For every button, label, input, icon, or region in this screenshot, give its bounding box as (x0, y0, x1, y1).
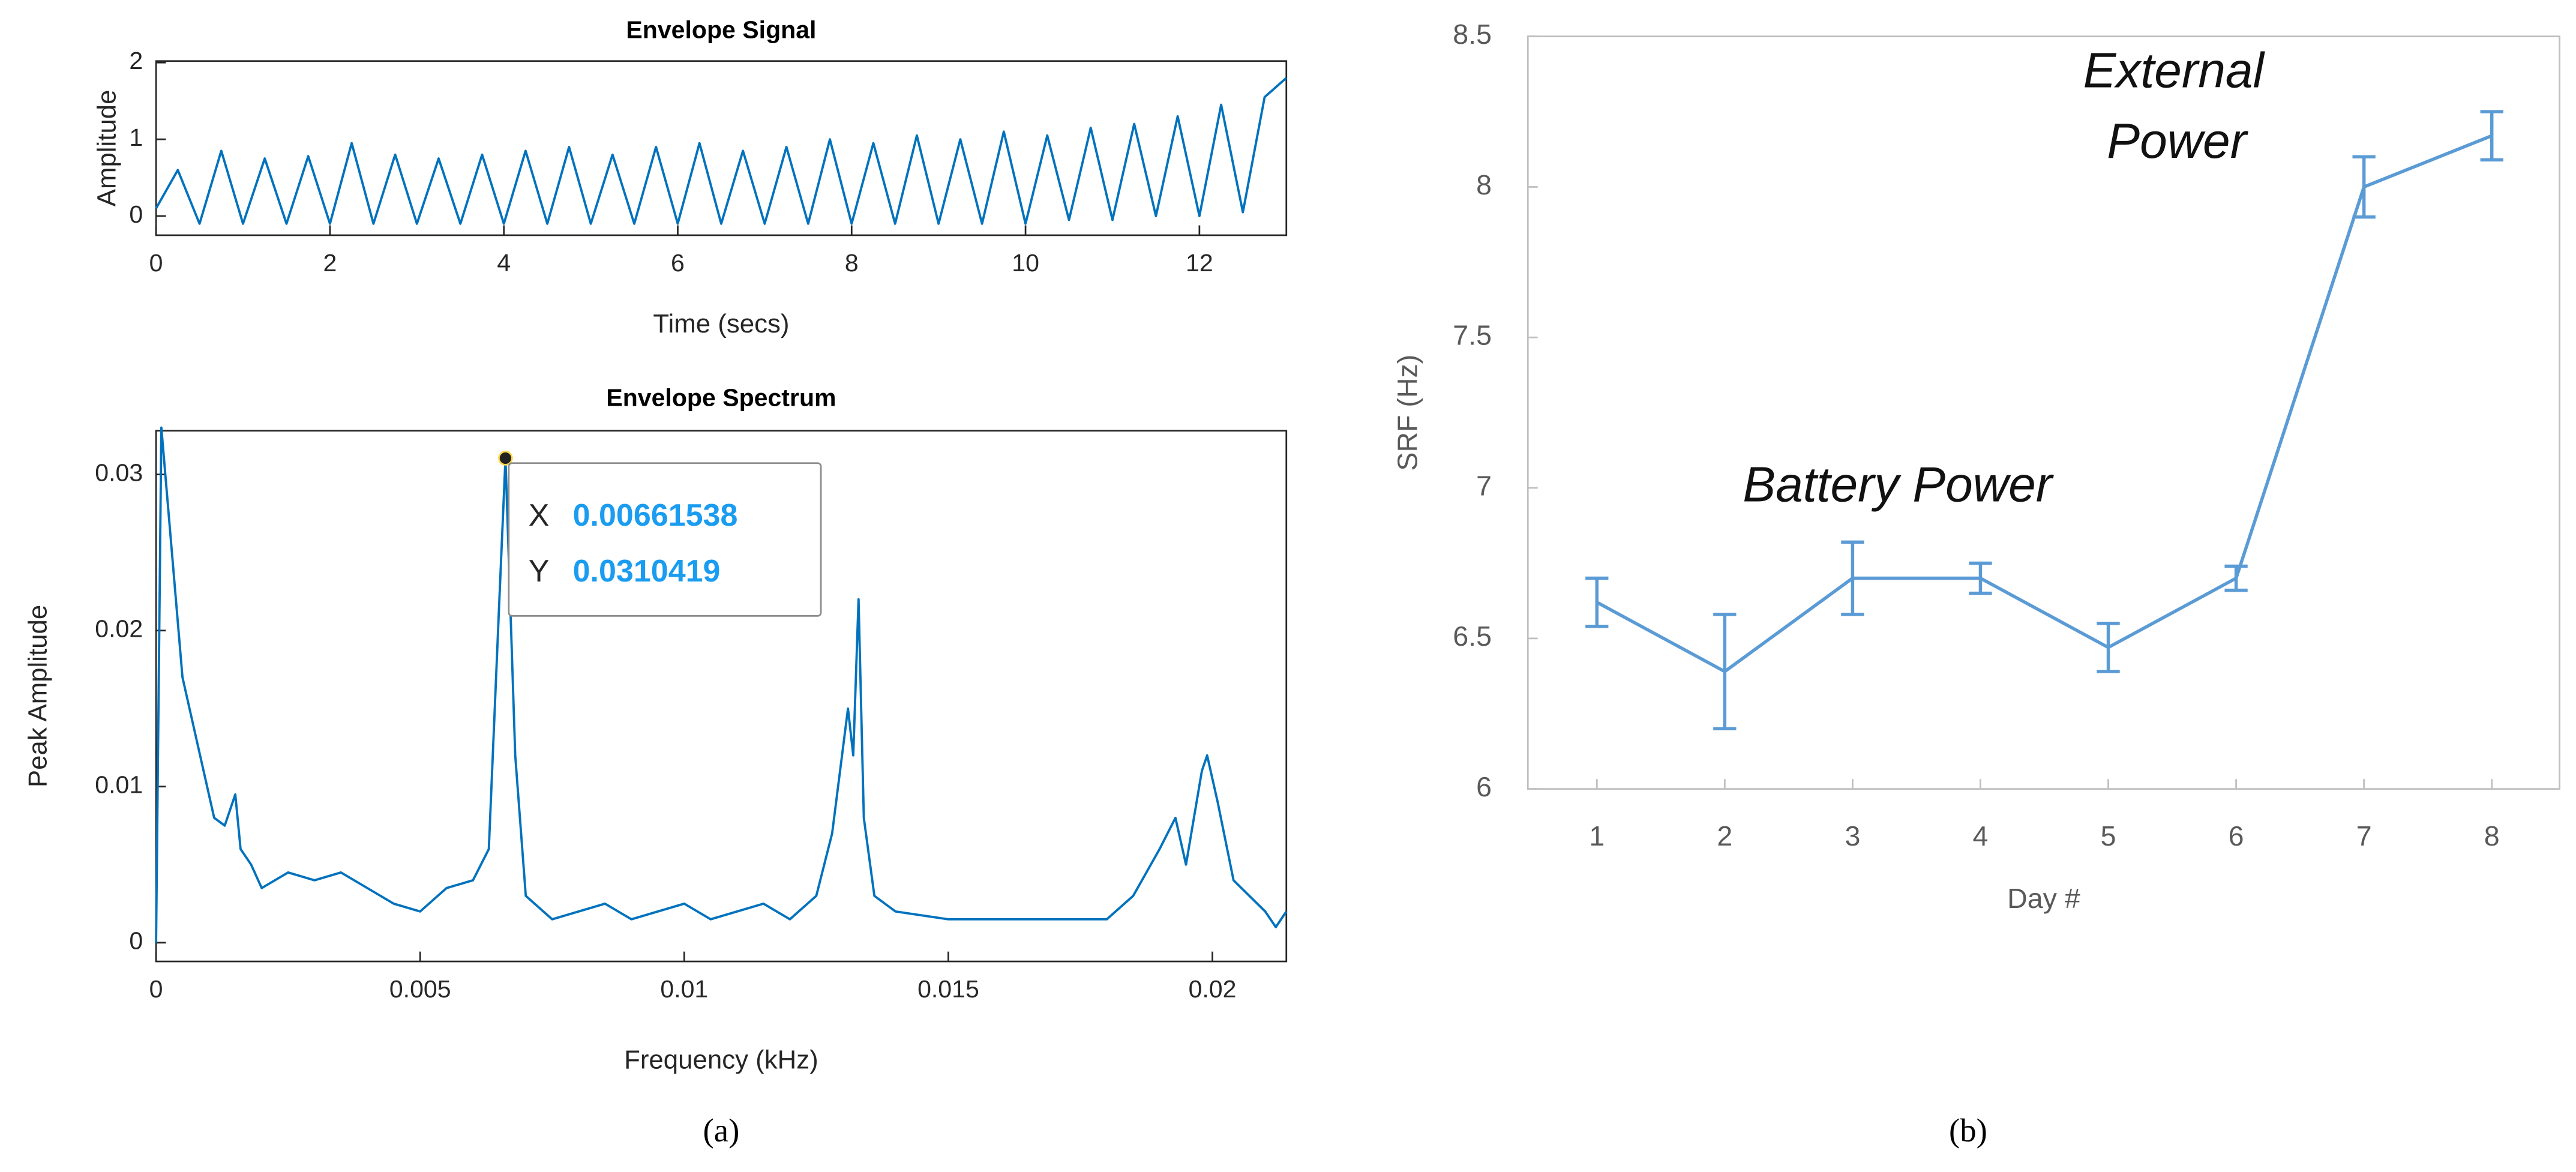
y-tick-label: 0.02 (95, 615, 143, 643)
data-line (1596, 134, 2493, 673)
datatip-value: 0.0310419 (573, 554, 721, 589)
x-tick-label: 4 (497, 249, 511, 277)
y-tick-label: 2 (129, 47, 143, 74)
y-tick-label: 7.5 (1453, 320, 1492, 351)
caption: (a) (703, 1112, 740, 1149)
y-tick-label: 0 (129, 200, 143, 228)
datatip-value: 0.00661538 (573, 498, 738, 533)
x-axis-label: Day # (2007, 883, 2080, 914)
y-tick-label: 8.5 (1453, 19, 1492, 50)
x-tick-label: 6 (671, 249, 685, 277)
y-tick-label: 1 (129, 124, 143, 151)
y-axis-label: SRF (Hz) (1392, 355, 1423, 471)
chart-title: Envelope Signal (626, 16, 816, 43)
x-tick-label: 2 (1717, 820, 1732, 852)
chart-title: Envelope Spectrum (606, 384, 836, 412)
y-tick-label: 0 (129, 927, 143, 955)
y-tick-label: 0.03 (95, 458, 143, 486)
x-tick-label: 0.01 (660, 975, 708, 1003)
y-tick-label: 6.5 (1453, 621, 1492, 652)
x-tick-label: 0.015 (917, 975, 979, 1003)
x-tick-label: 8 (2484, 820, 2500, 852)
datatip-box (508, 462, 822, 617)
y-tick-label: 6 (1476, 771, 1492, 802)
x-tick-label: 0.02 (1189, 975, 1237, 1003)
datatip-label: Y (529, 554, 550, 589)
y-tick-label: 7 (1476, 470, 1492, 501)
x-tick-label: 7 (2356, 820, 2372, 852)
x-axis-label: Frequency (kHz) (624, 1045, 818, 1075)
x-tick-label: 0 (149, 249, 163, 277)
plot-area (1527, 35, 2560, 790)
x-tick-label: 8 (845, 249, 859, 277)
annotation: External (2083, 43, 2266, 98)
datatip-marker (498, 451, 513, 466)
data-line (155, 77, 1288, 225)
y-tick-label: 8 (1476, 169, 1492, 200)
y-axis-label: Peak Amplitude (23, 605, 52, 787)
caption: (b) (1949, 1112, 1987, 1149)
x-tick-label: 10 (1012, 249, 1039, 277)
x-tick-label: 12 (1186, 249, 1213, 277)
y-axis-label: Amplitude (92, 89, 121, 206)
annotation: Battery Power (1743, 457, 2054, 512)
x-tick-label: 1 (1589, 820, 1605, 852)
annotation: Power (2107, 114, 2248, 169)
y-tick-label: 0.01 (95, 771, 143, 799)
x-tick-label: 6 (2229, 820, 2244, 852)
x-tick-label: 0 (149, 975, 163, 1003)
plot-area (155, 60, 1288, 236)
x-axis-label: Time (secs) (653, 309, 789, 338)
x-tick-label: 3 (1845, 820, 1860, 852)
x-tick-label: 2 (323, 249, 337, 277)
x-tick-label: 5 (2101, 820, 2116, 852)
datatip-label: X (529, 498, 550, 533)
data-line (155, 426, 1288, 943)
x-tick-label: 0.005 (389, 975, 451, 1003)
x-tick-label: 4 (1973, 820, 1989, 852)
